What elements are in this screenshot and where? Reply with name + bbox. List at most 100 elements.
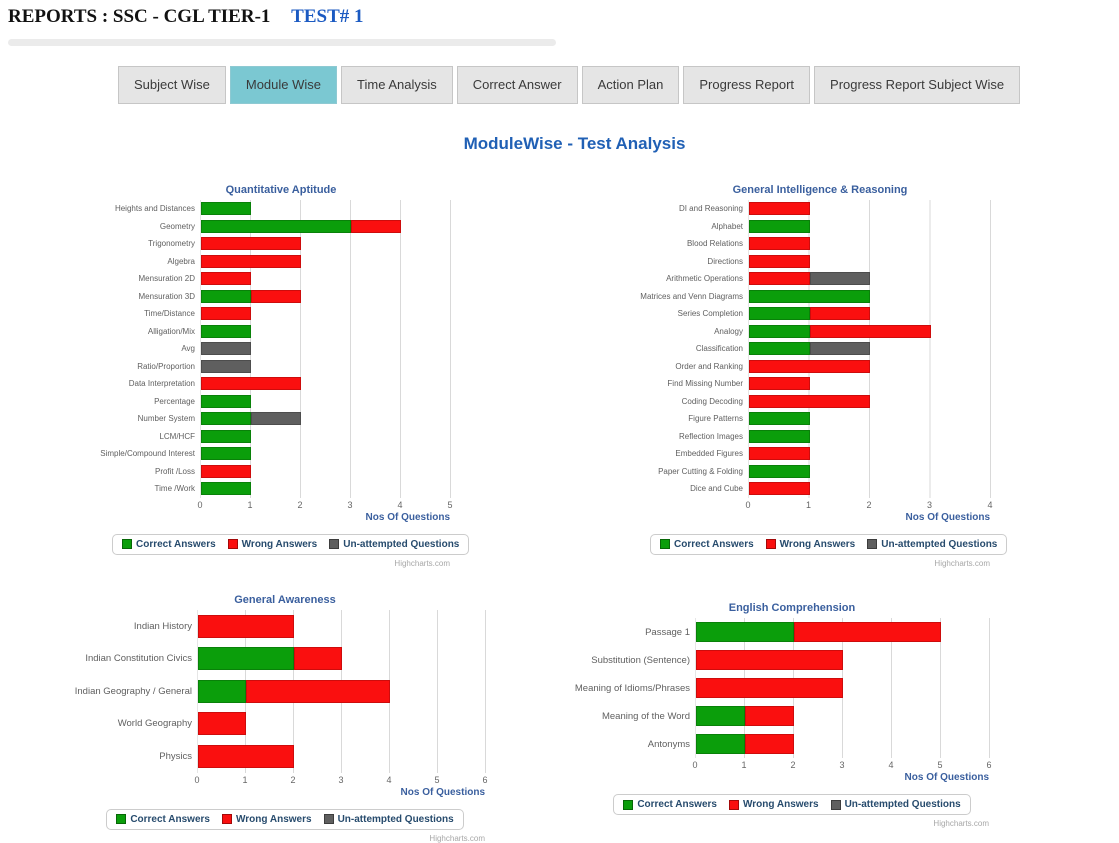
tab-correct-answer[interactable]: Correct Answer — [456, 66, 578, 104]
bar-segment-wrong-answers[interactable] — [201, 307, 251, 321]
bar-segment-wrong-answers[interactable] — [794, 622, 941, 642]
bar-segment-correct-answers[interactable] — [749, 219, 810, 233]
chart-legend: Correct Answers Wrong Answers Un-attempted… — [650, 533, 1008, 555]
tab-subject-wise[interactable]: Subject Wise — [118, 66, 226, 104]
axis-tick-label: 2 — [297, 499, 303, 510]
bar-segment-wrong-answers[interactable] — [749, 447, 810, 461]
bar-segment-correct-answers[interactable] — [749, 464, 810, 478]
bar-segment-correct-answers[interactable] — [198, 679, 246, 703]
bar-segment-wrong-answers[interactable] — [809, 324, 931, 338]
bar-segment-wrong-answers[interactable] — [201, 377, 301, 391]
legend-label: Wrong Answers — [235, 813, 312, 825]
bar-segment-wrong-answers[interactable] — [201, 237, 301, 251]
bar-segment-wrong-answers[interactable] — [246, 679, 390, 703]
legend-item-wrong-answers[interactable]: Wrong Answers — [765, 539, 855, 550]
bar-segment-correct-answers[interactable] — [201, 289, 251, 303]
bar-segment-un-attempted-questions[interactable] — [251, 412, 301, 426]
legend-item-wrong-answers[interactable]: Wrong Answers — [221, 813, 312, 825]
plot-grid — [200, 200, 451, 498]
legend-label: Un-attempted Questions — [881, 538, 998, 550]
bar-segment-wrong-answers[interactable] — [749, 482, 810, 496]
legend-item-correct-answers[interactable]: Correct Answers — [116, 814, 210, 825]
bar-segment-correct-answers[interactable] — [749, 324, 810, 338]
legend-item-correct-answers[interactable]: Correct Answers — [660, 539, 754, 550]
tab-progress-report-subject-wise[interactable]: Progress Report Subject Wise — [814, 66, 1021, 104]
bar-segment-wrong-answers[interactable] — [201, 464, 251, 478]
tab-time-analysis[interactable]: Time Analysis — [341, 66, 453, 104]
axis-tick-label: 1 — [242, 774, 248, 785]
bar-segment-un-attempted-questions[interactable] — [201, 359, 251, 373]
bar-segment-correct-answers[interactable] — [696, 622, 794, 642]
bar-segment-correct-answers[interactable] — [201, 394, 251, 408]
bar-segment-correct-answers[interactable] — [201, 202, 251, 216]
bar-segment-correct-answers[interactable] — [749, 429, 810, 443]
category-label: Substitution (Sentence) — [591, 654, 690, 666]
bar-segment-wrong-answers[interactable] — [749, 359, 870, 373]
bar-segment-wrong-answers[interactable] — [294, 647, 342, 671]
bar-segment-correct-answers[interactable] — [201, 324, 251, 338]
legend-item-un-attempted-questions[interactable]: Un-attempted Questions — [329, 539, 459, 550]
legend-swatch-correct-answers — [660, 539, 670, 549]
chart-row — [696, 618, 990, 646]
bar-segment-wrong-answers[interactable] — [198, 614, 294, 638]
legend-item-correct-answers[interactable]: Correct Answers — [623, 799, 717, 810]
bar-segment-un-attempted-questions[interactable] — [809, 272, 870, 286]
test-number-link[interactable]: TEST# 1 — [291, 6, 364, 27]
bar-segment-wrong-answers[interactable] — [749, 254, 810, 268]
chart-row — [749, 393, 991, 411]
chart-row — [201, 323, 451, 341]
bar-segment-correct-answers[interactable] — [696, 734, 745, 754]
tab-action-plan[interactable]: Action Plan — [581, 66, 680, 104]
legend-item-wrong-answers[interactable]: Wrong Answers — [227, 539, 317, 550]
bar-segment-wrong-answers[interactable] — [696, 678, 843, 698]
legend-item-un-attempted-questions[interactable]: Un-attempted Questions — [323, 814, 454, 825]
category-label: Time/Distance — [144, 309, 195, 319]
bar-segment-wrong-answers[interactable] — [809, 307, 870, 321]
bar-segment-un-attempted-questions[interactable] — [201, 342, 251, 356]
tab-module-wise[interactable]: Module Wise — [229, 66, 338, 104]
bar-segment-wrong-answers[interactable] — [749, 202, 810, 216]
category-label: DI and Reasoning — [678, 204, 743, 214]
legend-item-un-attempted-questions[interactable]: Un-attempted Questions — [830, 799, 961, 810]
bar-segment-correct-answers[interactable] — [201, 219, 351, 233]
legend-item-un-attempted-questions[interactable]: Un-attempted Questions — [867, 539, 997, 550]
bar-segment-correct-answers[interactable] — [201, 429, 251, 443]
bar-segment-un-attempted-questions[interactable] — [809, 342, 870, 356]
legend-item-correct-answers[interactable]: Correct Answers — [122, 539, 216, 550]
legend-item-wrong-answers[interactable]: Wrong Answers — [728, 799, 819, 810]
bar-segment-wrong-answers[interactable] — [351, 219, 401, 233]
bar-segment-wrong-answers[interactable] — [198, 744, 294, 768]
bar-segment-wrong-answers[interactable] — [201, 254, 301, 268]
bar-segment-correct-answers[interactable] — [696, 706, 745, 726]
category-label: Mensuration 3D — [138, 291, 195, 301]
bar-segment-correct-answers[interactable] — [201, 447, 251, 461]
bar-segment-wrong-answers[interactable] — [749, 394, 870, 408]
chart-row — [749, 305, 991, 323]
chart-legend: Correct Answers Wrong Answers Un-attempted… — [85, 808, 485, 830]
legend-box: Correct Answers Wrong Answers Un-attempted… — [613, 794, 971, 815]
x-axis: 0 1 2 3 4 5 6 — [194, 773, 487, 786]
bar-segment-correct-answers[interactable] — [749, 412, 810, 426]
bar-segment-wrong-answers[interactable] — [749, 237, 810, 251]
bar-segment-correct-answers[interactable] — [749, 307, 810, 321]
chart-row — [749, 235, 991, 253]
axis-tick-label: 0 — [194, 774, 200, 785]
bar-segment-wrong-answers[interactable] — [201, 272, 251, 286]
bar-segment-correct-answers[interactable] — [201, 412, 251, 426]
plot-grid — [695, 618, 990, 758]
bar-segment-wrong-answers[interactable] — [251, 289, 301, 303]
category-label: Dice and Cube — [690, 484, 743, 494]
bar-segment-wrong-answers[interactable] — [696, 650, 843, 670]
bar-segment-correct-answers[interactable] — [201, 482, 251, 496]
bar-segment-correct-answers[interactable] — [198, 647, 294, 671]
tab-progress-report[interactable]: Progress Report — [683, 66, 811, 104]
bar-segment-correct-answers[interactable] — [749, 289, 870, 303]
bar-segment-wrong-answers[interactable] — [745, 706, 794, 726]
bar-segment-wrong-answers[interactable] — [745, 734, 794, 754]
bar-segment-wrong-answers[interactable] — [198, 712, 246, 736]
legend-label: Correct Answers — [136, 538, 216, 550]
bar-segment-wrong-answers[interactable] — [749, 377, 810, 391]
bar-segment-wrong-answers[interactable] — [749, 272, 810, 286]
bar-segment-correct-answers[interactable] — [749, 342, 810, 356]
x-axis: 0 1 2 3 4 — [745, 498, 992, 511]
